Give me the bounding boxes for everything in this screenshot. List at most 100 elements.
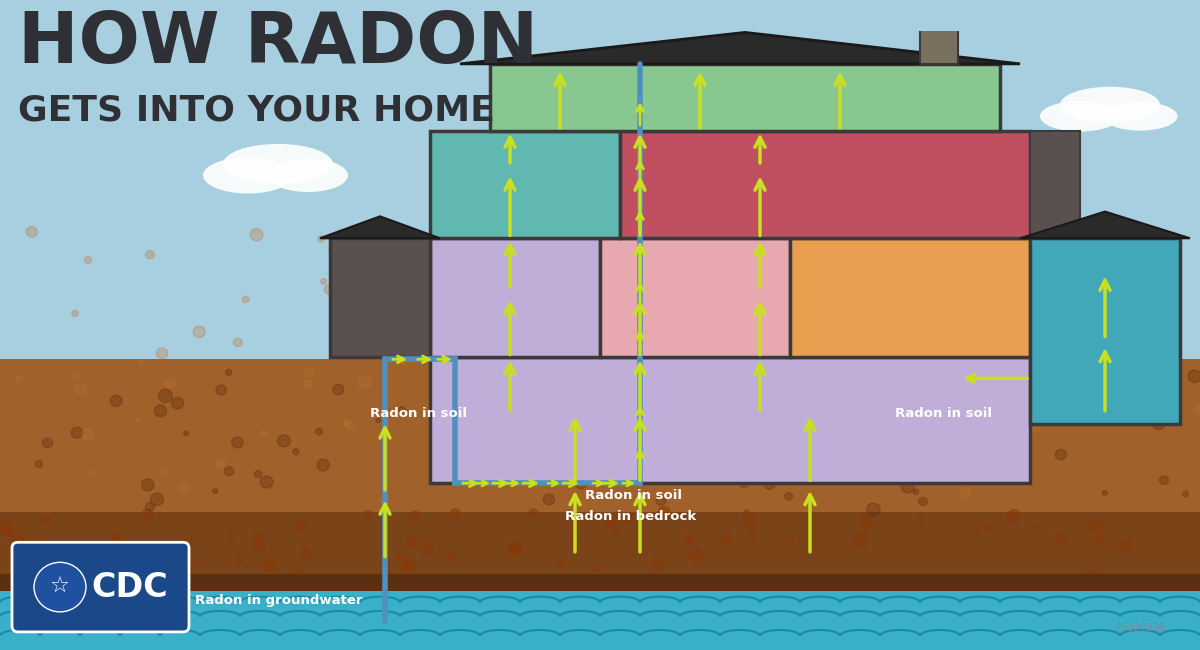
- Circle shape: [476, 574, 490, 587]
- Circle shape: [853, 534, 868, 547]
- Circle shape: [848, 452, 854, 458]
- Circle shape: [1085, 570, 1098, 583]
- Circle shape: [570, 538, 581, 548]
- Circle shape: [410, 511, 420, 521]
- Circle shape: [1003, 575, 1013, 584]
- Circle shape: [683, 534, 694, 544]
- Circle shape: [260, 430, 266, 436]
- Circle shape: [76, 384, 86, 395]
- Bar: [430, 239, 600, 358]
- Circle shape: [480, 430, 487, 437]
- Circle shape: [329, 246, 340, 255]
- Circle shape: [254, 471, 262, 478]
- Circle shape: [918, 290, 925, 297]
- Bar: [790, 239, 1030, 358]
- Ellipse shape: [223, 144, 334, 184]
- Circle shape: [907, 380, 919, 391]
- Circle shape: [1055, 449, 1067, 460]
- Circle shape: [437, 582, 450, 593]
- Circle shape: [448, 450, 457, 460]
- Circle shape: [1182, 491, 1188, 497]
- Circle shape: [254, 534, 262, 540]
- Circle shape: [620, 399, 632, 410]
- Circle shape: [1090, 521, 1103, 533]
- Circle shape: [625, 516, 630, 521]
- Circle shape: [690, 549, 703, 562]
- Circle shape: [301, 550, 311, 558]
- Circle shape: [371, 325, 379, 333]
- Circle shape: [594, 567, 599, 571]
- Circle shape: [654, 398, 661, 406]
- Circle shape: [1195, 406, 1200, 413]
- Circle shape: [883, 240, 890, 247]
- Circle shape: [1110, 543, 1116, 549]
- Circle shape: [451, 435, 462, 446]
- Circle shape: [744, 510, 750, 515]
- Circle shape: [264, 559, 277, 571]
- Text: Radon in soil: Radon in soil: [895, 407, 992, 420]
- Circle shape: [895, 372, 901, 378]
- Circle shape: [1103, 491, 1108, 495]
- Circle shape: [652, 450, 659, 457]
- Text: Radon in soil: Radon in soil: [586, 489, 682, 502]
- Circle shape: [679, 230, 689, 240]
- Circle shape: [658, 263, 662, 268]
- Circle shape: [866, 503, 881, 516]
- Circle shape: [709, 455, 722, 468]
- Circle shape: [664, 406, 674, 415]
- Circle shape: [84, 257, 91, 263]
- Bar: [0, 591, 1200, 650]
- Circle shape: [544, 494, 554, 505]
- Circle shape: [26, 227, 37, 237]
- Circle shape: [110, 533, 121, 543]
- Circle shape: [343, 421, 348, 425]
- Circle shape: [145, 250, 155, 259]
- Circle shape: [142, 509, 152, 519]
- Circle shape: [449, 554, 455, 560]
- Circle shape: [73, 374, 79, 380]
- Circle shape: [296, 521, 306, 532]
- Circle shape: [1030, 421, 1040, 432]
- Circle shape: [305, 369, 314, 378]
- Circle shape: [347, 422, 355, 430]
- Circle shape: [212, 489, 218, 493]
- Circle shape: [0, 520, 12, 531]
- Circle shape: [960, 488, 971, 497]
- Circle shape: [1046, 535, 1051, 540]
- Circle shape: [1056, 363, 1067, 374]
- Bar: [1030, 131, 1080, 239]
- Circle shape: [164, 378, 175, 389]
- Bar: [1030, 239, 1180, 424]
- Circle shape: [1009, 425, 1018, 433]
- Circle shape: [338, 230, 342, 234]
- Circle shape: [599, 454, 611, 466]
- Circle shape: [139, 359, 143, 364]
- Circle shape: [216, 385, 227, 395]
- Circle shape: [82, 429, 94, 441]
- Circle shape: [1063, 399, 1070, 406]
- Circle shape: [880, 463, 886, 469]
- Circle shape: [450, 509, 461, 518]
- Circle shape: [42, 438, 53, 448]
- Circle shape: [684, 362, 689, 367]
- Text: Radon in soil: Radon in soil: [370, 407, 467, 420]
- Circle shape: [973, 459, 986, 471]
- Circle shape: [918, 497, 928, 506]
- Circle shape: [668, 421, 682, 433]
- Circle shape: [862, 440, 866, 445]
- Circle shape: [509, 542, 523, 555]
- Bar: [920, 12, 958, 64]
- Circle shape: [71, 427, 83, 438]
- Text: ☆: ☆: [50, 577, 70, 597]
- Circle shape: [842, 422, 854, 433]
- Circle shape: [886, 577, 895, 586]
- Circle shape: [451, 378, 463, 389]
- Circle shape: [875, 270, 883, 278]
- Circle shape: [401, 361, 404, 365]
- Bar: [600, 239, 790, 358]
- Bar: [430, 131, 620, 239]
- Circle shape: [332, 384, 344, 395]
- Circle shape: [251, 539, 264, 551]
- Bar: [330, 239, 430, 358]
- Circle shape: [787, 539, 792, 544]
